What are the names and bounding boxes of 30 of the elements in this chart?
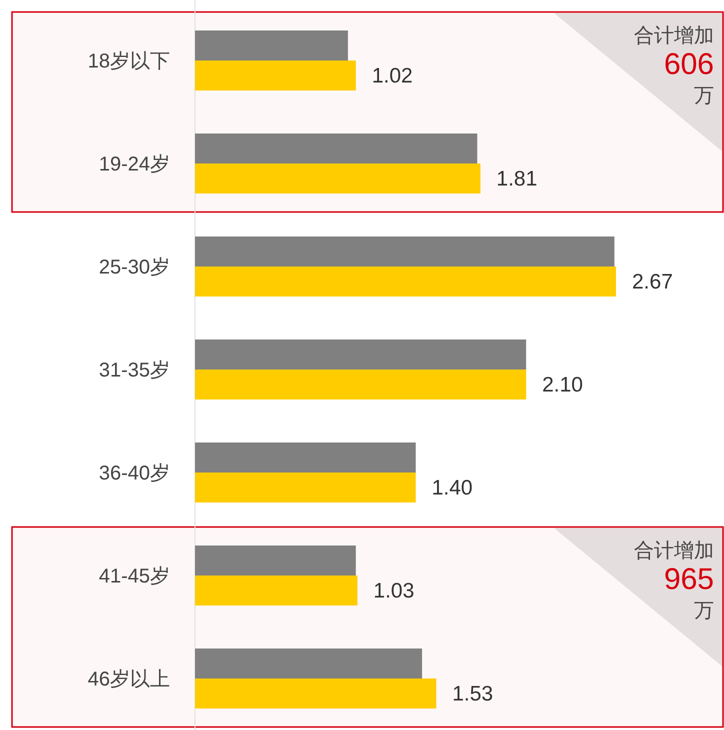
data-label: 1.81	[496, 168, 538, 190]
bar	[195, 442, 416, 472]
y-tick-label: 19-24岁	[98, 154, 170, 176]
y-tick-label: 36-40岁	[98, 462, 170, 484]
bar	[195, 30, 348, 60]
y-tick-label: 31-35岁	[98, 360, 170, 382]
data-label: 2.67	[632, 270, 673, 294]
bar	[195, 370, 526, 400]
bar	[195, 164, 480, 194]
y-tick-label: 46岁以上	[88, 668, 170, 690]
data-label: 1.40	[432, 476, 473, 500]
bar	[195, 60, 356, 90]
bar	[195, 266, 616, 296]
bar	[195, 546, 356, 576]
band-label: 合计增加 606 万	[634, 25, 714, 107]
bar	[195, 472, 416, 502]
y-tick-label: 25-30岁	[98, 256, 170, 278]
bar	[195, 576, 358, 606]
data-label: 2.10	[542, 374, 583, 396]
y-tick-label: 18岁以下	[88, 50, 170, 72]
data-label: 1.02	[372, 64, 413, 88]
data-label: 1.03	[373, 580, 414, 602]
bar	[195, 134, 478, 164]
bar	[195, 340, 526, 370]
bar	[195, 678, 436, 708]
y-tick-label: 41-45岁	[98, 566, 170, 588]
bar	[195, 648, 422, 678]
data-label: 1.53	[452, 682, 494, 706]
band-label: 合计增加 965 万	[634, 540, 714, 622]
bar	[195, 236, 614, 266]
